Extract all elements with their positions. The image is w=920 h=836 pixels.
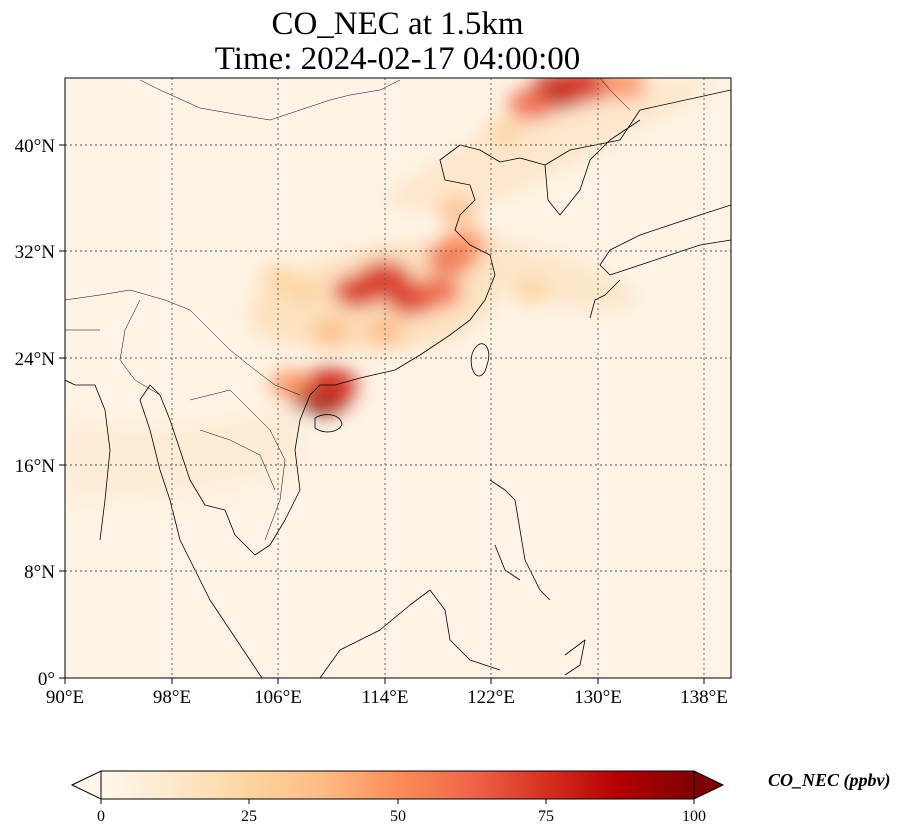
lon-tick-label: 90°E: [46, 687, 84, 708]
colorbar-tick-label: 0: [97, 808, 105, 825]
border-myanmar: [119, 299, 161, 396]
coastline-china: [309, 144, 546, 396]
lat-tick-label: 24°N: [15, 349, 56, 370]
lat-tick-label: 40°N: [15, 136, 56, 157]
colorbar-label: CO_NEC (ppbv): [768, 770, 891, 790]
lon-tick-label: 130°E: [574, 687, 622, 708]
border-thailand: [199, 429, 276, 491]
plume-north: [380, 80, 720, 211]
coastline-japan: [599, 204, 731, 276]
lat-tick-label: 0°: [38, 669, 55, 690]
colorbar-gradient: [100, 770, 695, 800]
map-background: [65, 78, 731, 678]
colorbar-tick-label: 25: [241, 808, 257, 825]
gridlines: [65, 78, 731, 678]
axis-tick-marks: [59, 144, 705, 684]
coastline-malay-peninsula: [139, 384, 263, 678]
border-russia: [599, 78, 631, 111]
hotspot: [438, 197, 478, 225]
hotspot: [441, 229, 488, 261]
lat-tick-labels: 0° 8°N 16°N 24°N 32°N 40°N: [15, 136, 56, 690]
coastline-philippines: [489, 479, 551, 601]
coastline-hainan: [314, 414, 343, 433]
hotspot: [513, 278, 550, 304]
lon-tick-label: 138°E: [680, 687, 728, 708]
chart-title-line2: Time: 2024-02-17 04:00:00: [214, 41, 581, 77]
chart-title-line1: CO_NEC at 1.5km: [271, 6, 524, 42]
hotspot: [285, 278, 324, 305]
border-laos-cambodia: [189, 389, 286, 541]
lon-tick-label: 98°E: [153, 687, 191, 708]
coastlines: [65, 89, 731, 678]
colorbar-extend-max: [693, 770, 725, 800]
lat-tick-label: 8°N: [24, 562, 55, 583]
colorbar-tick-label: 100: [682, 808, 706, 825]
coastline-bay-of-bengal: [65, 379, 111, 541]
coastline-korea-manchuria: [544, 89, 731, 216]
colorbar-tick-label: 75: [538, 808, 554, 825]
border-china-south: [65, 289, 301, 396]
hotspot: [507, 88, 555, 121]
hotspot: [414, 275, 462, 308]
coastline-vietnam: [224, 394, 311, 556]
colorbar: 0 25 50 75 100: [70, 770, 725, 825]
lon-tick-labels: 90°E 98°E 106°E 114°E 122°E 130°E 138°E: [46, 687, 728, 708]
coastline-taiwan: [470, 343, 490, 377]
hotspot: [364, 317, 406, 346]
colorbar-extend-min: [70, 770, 102, 800]
hotspot: [602, 78, 647, 100]
lon-tick-label: 122°E: [467, 687, 515, 708]
lat-tick-label: 32°N: [15, 242, 56, 263]
hotspot: [485, 118, 524, 145]
plume-east-sea: [470, 230, 640, 309]
lon-tick-label: 106°E: [254, 687, 302, 708]
plume-indochina: [65, 400, 300, 500]
coastline-sulawesi: [564, 639, 586, 676]
country-borders: [65, 78, 631, 541]
coastline-ryukyu: [589, 279, 621, 319]
border-mongolia: [139, 79, 401, 121]
map-frame: [64, 77, 732, 679]
hotspot: [270, 370, 313, 400]
coastline-borneo: [319, 589, 501, 678]
lat-tick-label: 16°N: [15, 456, 56, 477]
lon-tick-label: 114°E: [362, 687, 409, 708]
hotspot: [311, 317, 351, 345]
colorbar-tick-label: 50: [390, 808, 406, 825]
